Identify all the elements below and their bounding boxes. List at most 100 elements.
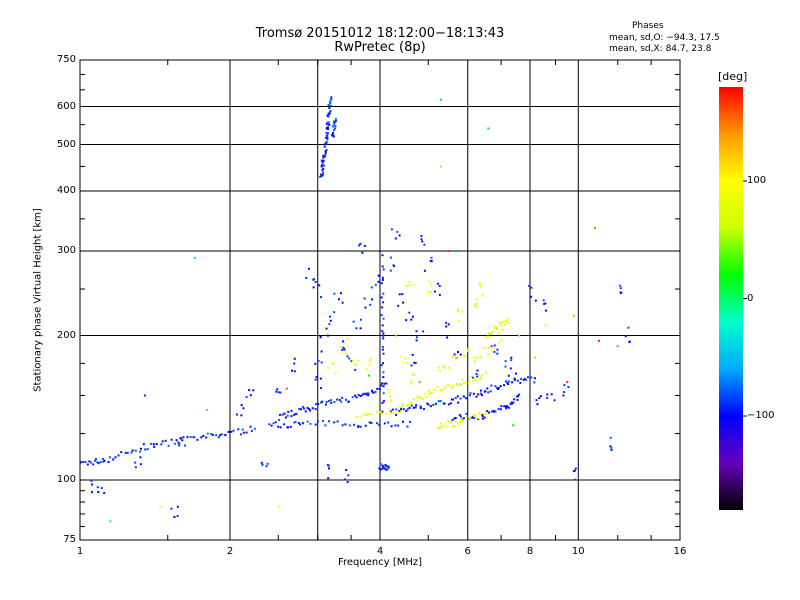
data-point [406,425,409,428]
data-point [380,384,383,387]
data-point [530,286,533,289]
data-point [96,486,99,489]
y-tick-label: 300 [56,245,76,256]
data-point [507,374,510,377]
data-point [170,507,173,510]
data-point [479,389,482,392]
data-point [329,319,332,322]
stats-o-mode: mean, sd,O: −94.3, 17.5 [609,33,720,43]
data-point [371,298,374,301]
data-point [508,380,510,383]
data-point [469,392,472,395]
stats-x-mode: mean, sd,X: 84.7, 23.8 [609,44,712,54]
data-point [397,411,400,414]
data-point [616,345,619,348]
data-point [88,460,91,463]
data-point [387,465,390,468]
data-point [389,256,392,259]
data-point [507,406,510,409]
data-point [341,349,344,351]
data-point [459,420,462,423]
data-point [334,125,337,128]
data-point [481,374,484,377]
data-point [544,309,547,312]
data-point [483,413,486,416]
data-point [423,243,426,246]
data-point [348,357,351,360]
data-point [333,421,336,424]
data-point [341,301,344,304]
data-point [359,242,362,245]
data-point [355,327,358,330]
data-point [573,469,576,472]
data-point [323,155,326,158]
data-point [563,384,566,386]
data-point [464,355,467,358]
data-point [354,394,357,397]
data-point [330,96,333,99]
data-point [511,402,513,405]
data-point [401,293,404,296]
data-point [329,110,332,113]
data-point [381,276,384,279]
data-point [245,431,248,434]
data-point [489,333,491,335]
data-point [330,399,333,402]
data-point [327,121,330,124]
data-point [436,385,439,388]
data-point [454,397,457,399]
data-point [426,402,429,405]
data-point [322,156,325,159]
data-point [164,439,167,442]
data-point [382,334,385,337]
data-point [321,400,324,403]
data-point [497,388,499,390]
data-point [485,412,488,415]
data-point [422,398,425,401]
data-point [497,341,500,344]
data-point [414,362,417,364]
data-point [424,392,427,395]
data-point [153,445,156,448]
data-point [405,410,408,413]
data-point [408,280,411,283]
data-point [260,461,263,464]
data-point [619,287,622,290]
data-point [287,426,289,429]
data-point [493,351,496,353]
data-point [340,351,343,354]
data-point [476,375,479,378]
data-point [315,375,318,378]
data-point [619,291,622,294]
data-point [324,151,327,154]
data-point [517,395,519,398]
colorbar-ticks [743,180,747,417]
data-point [497,332,500,335]
data-point [519,381,522,384]
data-point [454,357,457,360]
data-point [324,424,327,427]
data-point [332,129,335,132]
data-point [472,416,474,419]
data-point [319,336,322,339]
data-point [475,379,478,382]
data-point [333,123,336,126]
data-point [144,448,147,451]
data-point [398,234,401,237]
data-point [419,405,422,408]
data-point [333,121,336,124]
data-point [193,436,196,439]
data-point [320,401,323,404]
data-point [332,362,335,365]
data-point [456,384,459,386]
data-point [486,410,489,413]
data-point [453,417,456,420]
data-point [343,478,346,481]
y-tick-label: 100 [56,474,76,486]
data-point [567,386,570,388]
data-point [328,123,331,126]
data-point [380,364,383,367]
data-point [379,462,382,465]
data-point [389,410,392,413]
data-point [445,321,447,324]
